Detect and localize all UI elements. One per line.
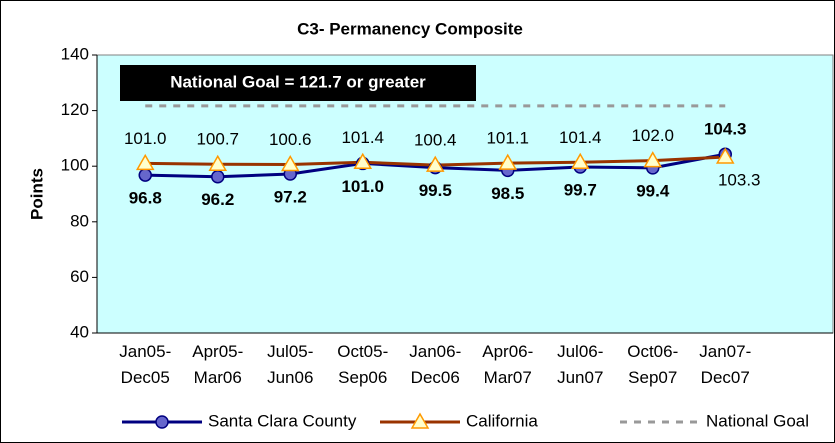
x-tick-label: Jan07-Dec07: [699, 342, 751, 387]
data-label: 100.6: [269, 130, 312, 149]
marker: [643, 151, 663, 168]
legend-item: California: [380, 411, 538, 430]
data-label: 101.0: [341, 177, 384, 196]
data-label: 100.4: [414, 131, 457, 150]
data-label: 96.8: [129, 189, 162, 208]
x-tick-label: Oct06-Sep07: [627, 342, 678, 387]
y-tick-label: 120: [61, 100, 89, 119]
annotation-box: [120, 65, 476, 101]
data-label: 97.2: [274, 187, 307, 206]
x-tick-label: Apr05-Mar06: [192, 342, 243, 387]
y-tick-label: 140: [61, 44, 89, 63]
x-tick-label: Jul06-Jun07: [557, 342, 603, 387]
x-tick-label: Oct05-Sep06: [337, 342, 388, 387]
chart-title: C3- Permanency Composite: [297, 19, 523, 38]
x-tick-label: Jul05-Jun06: [267, 342, 313, 387]
marker: [138, 168, 152, 182]
x-tick-label: Apr06-Mar07: [482, 342, 533, 387]
data-label: 99.5: [419, 181, 452, 200]
plot-area: [96, 54, 834, 334]
annotation: National Goal = 121.7 or greater: [170, 72, 426, 91]
data-label: 100.7: [196, 130, 239, 149]
data-label: 98.5: [491, 184, 524, 203]
legend-label: California: [466, 411, 538, 430]
data-label: 104.3: [704, 120, 747, 139]
marker: [410, 412, 430, 429]
marker: [570, 152, 590, 170]
y-tick-label: 60: [70, 267, 89, 286]
data-label: 101.4: [341, 128, 384, 147]
marker: [155, 415, 169, 429]
data-label: 101.0: [124, 129, 167, 148]
data-label: 101.4: [559, 128, 602, 147]
marker: [498, 153, 518, 170]
legend-label: Santa Clara County: [208, 411, 357, 430]
data-label: 101.1: [486, 129, 529, 148]
marker: [208, 154, 228, 172]
y-axis-label: Points: [27, 168, 46, 220]
x-tick-label: Jan06-Dec06: [409, 342, 461, 387]
marker: [280, 155, 300, 172]
legend-item: Santa Clara County: [122, 411, 357, 430]
data-label: 103.3: [718, 171, 761, 190]
marker: [715, 147, 735, 164]
data-label: 102.0: [631, 126, 674, 145]
data-label: 96.2: [201, 190, 234, 209]
marker: [211, 170, 225, 184]
legend-label: National Goal: [706, 411, 809, 430]
y-tick-label: 80: [70, 211, 89, 230]
marker: [353, 152, 373, 170]
y-tick-label: 100: [61, 156, 89, 175]
legend-item: National Goal: [620, 411, 809, 430]
marker: [135, 153, 155, 171]
data-label: 99.7: [564, 181, 597, 200]
data-label: 99.4: [636, 181, 670, 200]
marker: [425, 155, 445, 172]
y-tick-label: 40: [70, 322, 89, 341]
x-tick-label: Jan05-Dec05: [119, 342, 171, 387]
